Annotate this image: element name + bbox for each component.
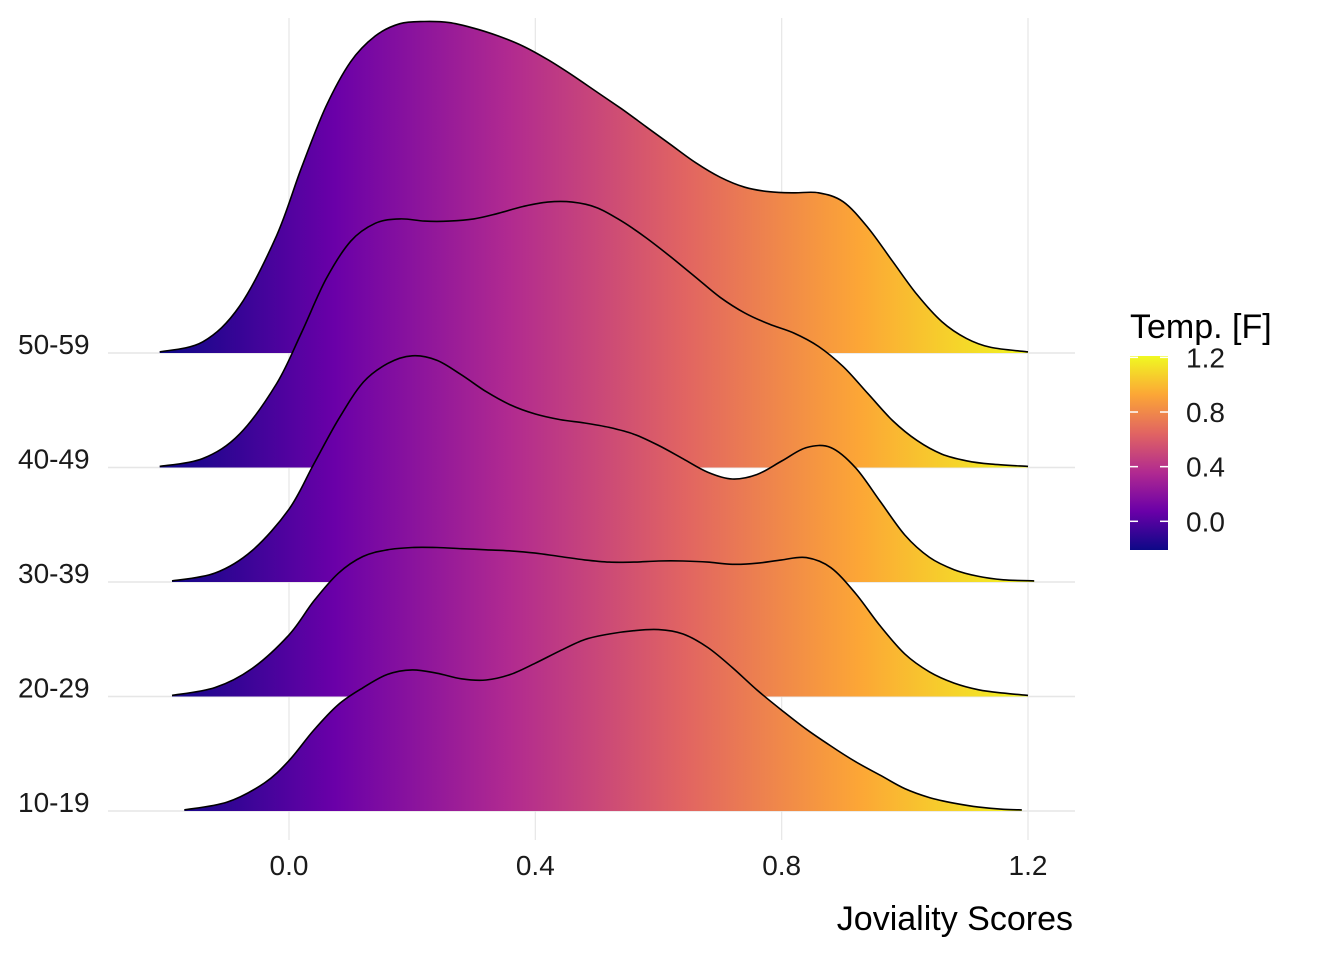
ridge-area: [172, 547, 1028, 697]
ridge-20-29: [171, 546, 1029, 697]
x-axis-title: Joviality Scores: [837, 900, 1073, 938]
legend-ticks: 1.2 0.8 0.4 0.0: [1130, 342, 1225, 537]
ridge-line: [184, 628, 1022, 811]
legend-colorbar: [1130, 356, 1168, 550]
legend-title: Temp. [F]: [1130, 308, 1272, 346]
x-tick-label: 0.4: [516, 850, 555, 881]
legend-label: 0.0: [1186, 506, 1225, 537]
x-tick-label: 0.0: [270, 850, 309, 881]
y-axis-labels: 10-19 20-29 30-39 40-49 50-59: [18, 329, 90, 818]
x-axis-labels: 0.0 0.4 0.8 1.2: [270, 850, 1048, 881]
legend: Temp. [F] 1.2 0.8 0.4 0.0: [1130, 308, 1272, 550]
ridge-10-19: [184, 628, 1022, 811]
x-tick-label: 0.8: [762, 850, 801, 881]
ridge-line: [159, 20, 1029, 353]
y-tick-label: 50-59: [18, 329, 90, 360]
y-tick-label: 10-19: [18, 787, 90, 818]
y-tick-label: 20-29: [18, 673, 90, 704]
legend-label: 0.8: [1186, 397, 1225, 428]
ridge-area: [184, 629, 1022, 811]
ridge-line: [171, 354, 1035, 582]
ridges: [159, 20, 1035, 811]
ridge-30-39: [171, 354, 1035, 582]
x-tick-label: 1.2: [1009, 850, 1048, 881]
legend-label: 0.4: [1186, 452, 1225, 483]
ridge-area: [172, 355, 1035, 582]
ridge-line: [159, 200, 1029, 468]
y-tick-label: 40-49: [18, 444, 90, 475]
ridge-line: [171, 546, 1029, 697]
legend-label: 1.2: [1186, 342, 1225, 373]
y-tick-label: 30-39: [18, 558, 90, 589]
